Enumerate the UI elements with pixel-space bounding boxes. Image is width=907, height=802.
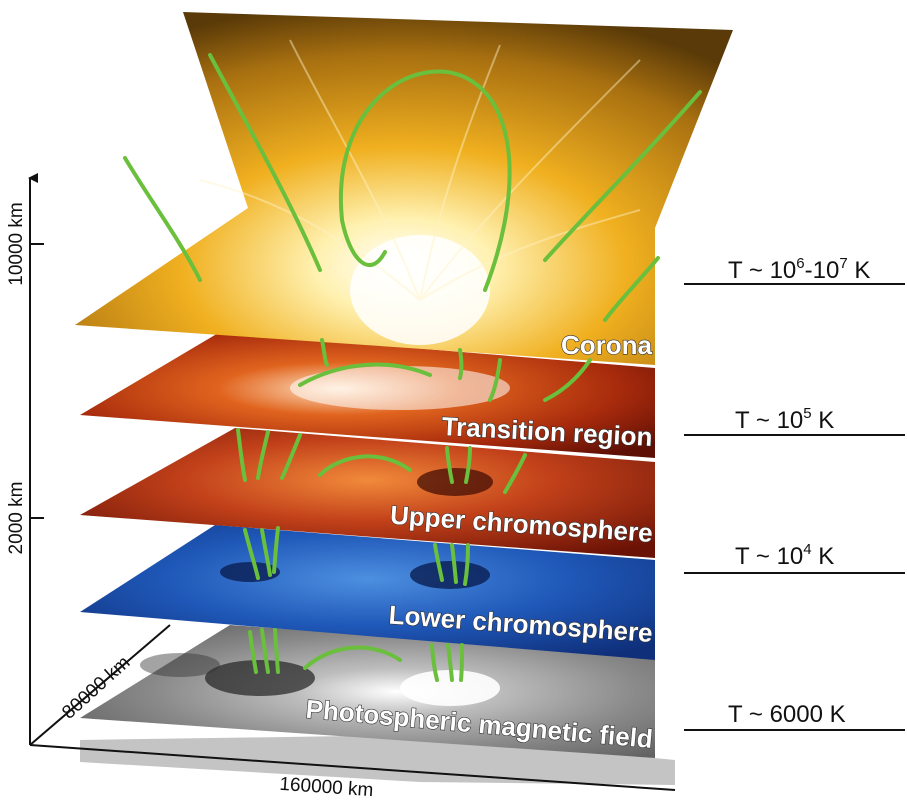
field-line: [433, 543, 444, 582]
width-axis: [29, 744, 676, 791]
corona-layer: [75, 12, 733, 365]
photosphere-dark-spot: [205, 660, 315, 696]
field-line: [280, 433, 302, 480]
photosphere-plane: [80, 625, 655, 758]
upper-chromosphere-plane: [80, 428, 655, 558]
field-line: [256, 430, 270, 480]
height-tick-label-2000: 2000 km: [6, 482, 27, 555]
corona-bright-core: [350, 235, 490, 345]
field-line: [445, 446, 454, 484]
field-line: [248, 630, 258, 674]
field-line: [464, 446, 472, 484]
field-line: [603, 256, 660, 322]
field-line: [503, 453, 527, 494]
field-line: [123, 156, 202, 282]
corona-plane: [75, 12, 733, 365]
transition-region-layer: [80, 332, 655, 458]
field-line: [430, 643, 439, 682]
field-line: [272, 526, 280, 574]
field-line: [463, 543, 470, 586]
transition-region-bright-area: [290, 366, 510, 410]
lower-chromosphere-dark-spot: [220, 562, 280, 582]
field-line: [260, 628, 270, 674]
photosphere-layer: [80, 625, 655, 758]
depth-axis: [29, 624, 171, 746]
field-line: [459, 643, 464, 682]
field-line: [303, 645, 402, 670]
temp-label-photosphere: T ~ 6000 K: [728, 701, 846, 728]
field-line: [273, 628, 280, 674]
lower-chromosphere-dark-spot-2: [410, 561, 490, 589]
field-line: [338, 69, 512, 292]
field-line: [543, 358, 592, 402]
field-line: [458, 348, 464, 380]
temp-label-chromosphere: T ~ 104 K: [735, 541, 834, 570]
lower-chromosphere-plane: [80, 525, 655, 660]
layer-label-corona: Corona: [561, 330, 653, 360]
upper-chromosphere-dark-spot: [417, 468, 493, 496]
lower-chromosphere-layer: [80, 525, 655, 660]
field-line: [340, 218, 387, 267]
corona-rays: [199, 39, 641, 301]
field-line: [450, 543, 458, 584]
height-tick-label-10000: 10000 km: [6, 202, 27, 285]
axes: [28, 173, 676, 791]
upper-chromosphere-layer: [80, 428, 655, 558]
field-line: [446, 643, 454, 682]
field-line: [543, 90, 702, 262]
field-line: [298, 362, 432, 387]
photosphere-dark-patch: [140, 653, 220, 677]
field-line: [208, 53, 322, 272]
field-line: [488, 358, 502, 402]
field-line: [236, 428, 247, 482]
field-line: [320, 338, 329, 367]
temp-label-corona: T ~ 106-107 K: [728, 255, 870, 284]
photosphere-bright-spot: [400, 670, 500, 706]
magnetic-field-lines: [123, 53, 702, 682]
temp-label-transition: T ~ 105 K: [735, 405, 834, 434]
field-line: [260, 528, 272, 577]
field-line: [318, 454, 412, 477]
field-line: [243, 528, 260, 580]
